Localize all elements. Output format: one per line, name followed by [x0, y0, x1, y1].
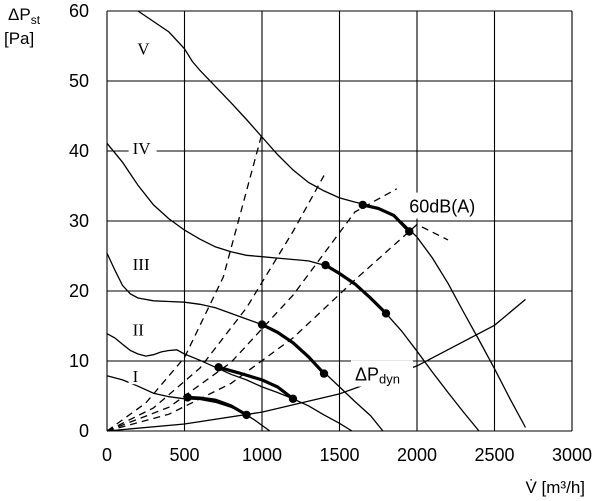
y-axis-title-line-2: [Pa]: [4, 29, 34, 48]
y-tick-label-0: 0: [79, 421, 89, 441]
y-tick-label-40: 40: [69, 141, 89, 161]
y-tick-label-10: 10: [69, 351, 89, 371]
series-label-III: III: [133, 255, 150, 274]
iso-noise-point-9: [358, 200, 367, 210]
fan-curve-III: [106, 252, 384, 432]
system-curve-3: [106, 188, 398, 432]
series-label-I: I: [133, 367, 139, 386]
series-label-II: II: [133, 320, 145, 339]
iso-noise-line-3: [260, 323, 326, 376]
x-tick-label-0: 0: [102, 445, 112, 465]
iso-noise-point-7: [321, 260, 330, 270]
iso-noise-line-5: [361, 203, 411, 234]
series-label-bg-3: [128, 254, 157, 273]
iso-noise-point-5: [257, 320, 267, 329]
y-tick-label-30: 30: [69, 211, 89, 231]
iso-noise-point-1: [183, 393, 192, 402]
grid: [106, 10, 573, 432]
x-tick-label-1000: 1000: [242, 445, 282, 465]
iso-noise-point-6: [319, 369, 329, 378]
fan-curve-II: [106, 333, 353, 432]
dynamic-label-bg: [351, 360, 413, 387]
y-tick-label-60: 60: [69, 1, 89, 21]
series-label-bg-2: [128, 319, 157, 338]
iso-noise-point-3: [214, 363, 223, 372]
series-label-IV: IV: [133, 139, 152, 158]
dynamic-pressure-label: ΔPdyn: [355, 365, 400, 387]
x-tick-label-1500: 1500: [319, 445, 359, 465]
x-tick-label-3000: 3000: [552, 445, 592, 465]
tick-labels: 0 500 1000 1500 2000 2500 3000 0 10 20 30 40 50 60: [69, 1, 592, 465]
iso-noise-point-10: [405, 227, 414, 236]
system-curve-2: [106, 175, 325, 432]
fan-curve-V: [137, 10, 527, 428]
y-axis-title-line-1: ΔPst: [8, 5, 41, 27]
system-curve-4: [106, 223, 449, 432]
series-label-bg-1: [128, 366, 157, 385]
iso-noise-point-4: [288, 394, 298, 403]
iso-noise-line-2: [217, 365, 295, 401]
dynamic-pressure-curve: [106, 298, 526, 432]
x-tick-label-2000: 2000: [397, 445, 437, 465]
iso-noise-line-4: [323, 263, 388, 315]
series-label-bg-5: [133, 38, 162, 57]
x-tick-label-2500: 2500: [474, 445, 514, 465]
noise-label-bg: [407, 192, 488, 219]
iso-noise-point-8: [381, 309, 391, 318]
y-tick-label-50: 50: [69, 71, 89, 91]
x-axis-title: V̇ [m³/h]: [525, 478, 585, 497]
system-curve-1: [106, 133, 263, 432]
iso-noise-line-1: [186, 395, 249, 417]
iso-noise-point-2: [242, 410, 251, 420]
noise-level-label: 60dB(A): [409, 197, 475, 217]
y-tick-label-20: 20: [69, 281, 89, 301]
series-label-V: V: [137, 40, 150, 59]
series-label-bg-4: [128, 138, 157, 156]
fan-curve-IV: [106, 142, 480, 432]
x-tick-label-500: 500: [169, 445, 199, 465]
